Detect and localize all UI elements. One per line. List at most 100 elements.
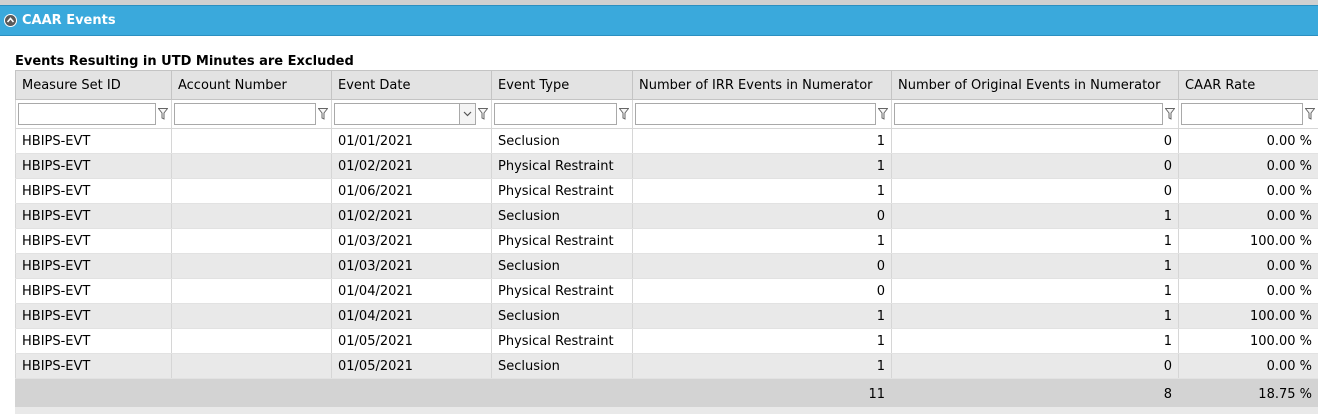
filter-input-caar-rate[interactable]: [1181, 103, 1303, 125]
cell-caar-rate: 100.00 %: [1178, 228, 1318, 254]
cell-measure-set-id: HBIPS-EVT: [15, 278, 172, 304]
cell-event-type: Seclusion: [491, 203, 633, 229]
cell-caar-rate: 0.00 %: [1178, 253, 1318, 279]
caar-events-table: Measure Set ID Account Number Event Date…: [15, 70, 1318, 409]
filter-input-account-number[interactable]: [174, 103, 316, 125]
cell-original-events: 0: [891, 178, 1179, 204]
chevron-down-icon[interactable]: [460, 103, 476, 125]
filter-icon[interactable]: [477, 107, 489, 121]
cell-original-events: 1: [891, 253, 1179, 279]
column-header-caar-rate[interactable]: CAAR Rate: [1178, 70, 1318, 100]
cell-measure-set-id: HBIPS-EVT: [15, 128, 172, 154]
cell-irr-events: 1: [632, 303, 892, 329]
cell-measure-set-id: HBIPS-EVT: [15, 353, 172, 379]
cell-event-type: Seclusion: [491, 353, 633, 379]
cell-account-number: [171, 278, 332, 304]
table-row[interactable]: HBIPS-EVT 01/04/2021 Seclusion 1 1 100.0…: [15, 303, 1318, 329]
cell-measure-set-id: HBIPS-EVT: [15, 178, 172, 204]
top-divider: [0, 0, 1318, 5]
collapse-up-icon[interactable]: [4, 14, 17, 27]
filter-icon[interactable]: [317, 107, 329, 121]
cell-irr-events: 0: [632, 253, 892, 279]
column-header-original-events[interactable]: Number of Original Events in Numerator: [891, 70, 1179, 100]
cell-caar-rate: 100.00 %: [1178, 303, 1318, 329]
filter-icon[interactable]: [618, 107, 630, 121]
cell-measure-set-id: HBIPS-EVT: [15, 203, 172, 229]
column-header-event-date[interactable]: Event Date: [331, 70, 492, 100]
table-caption: Events Resulting in UTD Minutes are Excl…: [15, 54, 354, 69]
cell-irr-events: 1: [632, 178, 892, 204]
cell-event-date: 01/05/2021: [331, 328, 492, 354]
cell-caar-rate: 0.00 %: [1178, 153, 1318, 179]
cell-event-date: 01/06/2021: [331, 178, 492, 204]
cell-event-type: Physical Restraint: [491, 278, 633, 304]
cell-event-date: 01/04/2021: [331, 303, 492, 329]
filter-icon[interactable]: [877, 107, 889, 121]
filter-icon[interactable]: [1164, 107, 1176, 121]
cell-irr-events: 1: [632, 153, 892, 179]
table-bottom-strip: [15, 407, 1318, 414]
table-row[interactable]: HBIPS-EVT 01/01/2021 Seclusion 1 0 0.00 …: [15, 128, 1318, 154]
table-row[interactable]: HBIPS-EVT 01/02/2021 Seclusion 0 1 0.00 …: [15, 203, 1318, 229]
cell-measure-set-id: HBIPS-EVT: [15, 228, 172, 254]
cell-measure-set-id: HBIPS-EVT: [15, 303, 172, 329]
cell-account-number: [171, 128, 332, 154]
cell-original-events: 1: [891, 328, 1179, 354]
cell-account-number: [171, 303, 332, 329]
cell-event-date: 01/02/2021: [331, 203, 492, 229]
table-row[interactable]: HBIPS-EVT 01/06/2021 Physical Restraint …: [15, 178, 1318, 204]
table-row[interactable]: HBIPS-EVT 01/04/2021 Physical Restraint …: [15, 278, 1318, 304]
cell-original-events: 0: [891, 353, 1179, 379]
cell-caar-rate: 0.00 %: [1178, 128, 1318, 154]
cell-event-type: Seclusion: [491, 303, 633, 329]
cell-event-type: Physical Restraint: [491, 153, 633, 179]
column-header-measure-set-id[interactable]: Measure Set ID: [15, 70, 172, 100]
cell-original-events: 0: [891, 153, 1179, 179]
cell-irr-events: 1: [632, 128, 892, 154]
column-header-account-number[interactable]: Account Number: [171, 70, 332, 100]
table-row[interactable]: HBIPS-EVT 01/02/2021 Physical Restraint …: [15, 153, 1318, 179]
cell-original-events: 0: [891, 128, 1179, 154]
total-original-events: 8: [891, 378, 1179, 409]
filter-icon[interactable]: [1304, 107, 1316, 121]
cell-event-date: 01/02/2021: [331, 153, 492, 179]
table-row[interactable]: HBIPS-EVT 01/05/2021 Physical Restraint …: [15, 328, 1318, 354]
table-row[interactable]: HBIPS-EVT 01/05/2021 Seclusion 1 0 0.00 …: [15, 353, 1318, 379]
total-caar-rate: 18.75 %: [1178, 378, 1318, 409]
cell-caar-rate: 0.00 %: [1178, 178, 1318, 204]
table-row[interactable]: HBIPS-EVT 01/03/2021 Seclusion 0 1 0.00 …: [15, 253, 1318, 279]
filter-input-measure-set-id[interactable]: [18, 103, 156, 125]
filter-input-irr-events[interactable]: [635, 103, 876, 125]
cell-irr-events: 0: [632, 203, 892, 229]
cell-event-type: Seclusion: [491, 128, 633, 154]
panel-header[interactable]: CAAR Events: [0, 5, 1318, 36]
cell-irr-events: 1: [632, 228, 892, 254]
filter-input-original-events[interactable]: [894, 103, 1163, 125]
cell-measure-set-id: HBIPS-EVT: [15, 328, 172, 354]
cell-caar-rate: 0.00 %: [1178, 353, 1318, 379]
cell-event-date: 01/05/2021: [331, 353, 492, 379]
column-header-irr-events[interactable]: Number of IRR Events in Numerator: [632, 70, 892, 100]
filter-input-event-date[interactable]: [334, 103, 460, 125]
filter-input-event-type[interactable]: [494, 103, 617, 125]
table-row[interactable]: HBIPS-EVT 01/03/2021 Physical Restraint …: [15, 228, 1318, 254]
cell-account-number: [171, 153, 332, 179]
column-header-event-type[interactable]: Event Type: [491, 70, 633, 100]
cell-irr-events: 1: [632, 328, 892, 354]
cell-account-number: [171, 353, 332, 379]
cell-event-type: Physical Restraint: [491, 178, 633, 204]
cell-irr-events: 0: [632, 278, 892, 304]
cell-event-type: Seclusion: [491, 253, 633, 279]
cell-irr-events: 1: [632, 353, 892, 379]
cell-event-date: 01/03/2021: [331, 253, 492, 279]
panel-title: CAAR Events: [22, 13, 116, 28]
cell-original-events: 1: [891, 228, 1179, 254]
cell-caar-rate: 100.00 %: [1178, 328, 1318, 354]
filter-icon[interactable]: [157, 107, 169, 121]
cell-original-events: 1: [891, 303, 1179, 329]
totals-row: 11 8 18.75 %: [15, 378, 1318, 409]
cell-caar-rate: 0.00 %: [1178, 203, 1318, 229]
cell-event-type: Physical Restraint: [491, 328, 633, 354]
cell-original-events: 1: [891, 278, 1179, 304]
cell-caar-rate: 0.00 %: [1178, 278, 1318, 304]
